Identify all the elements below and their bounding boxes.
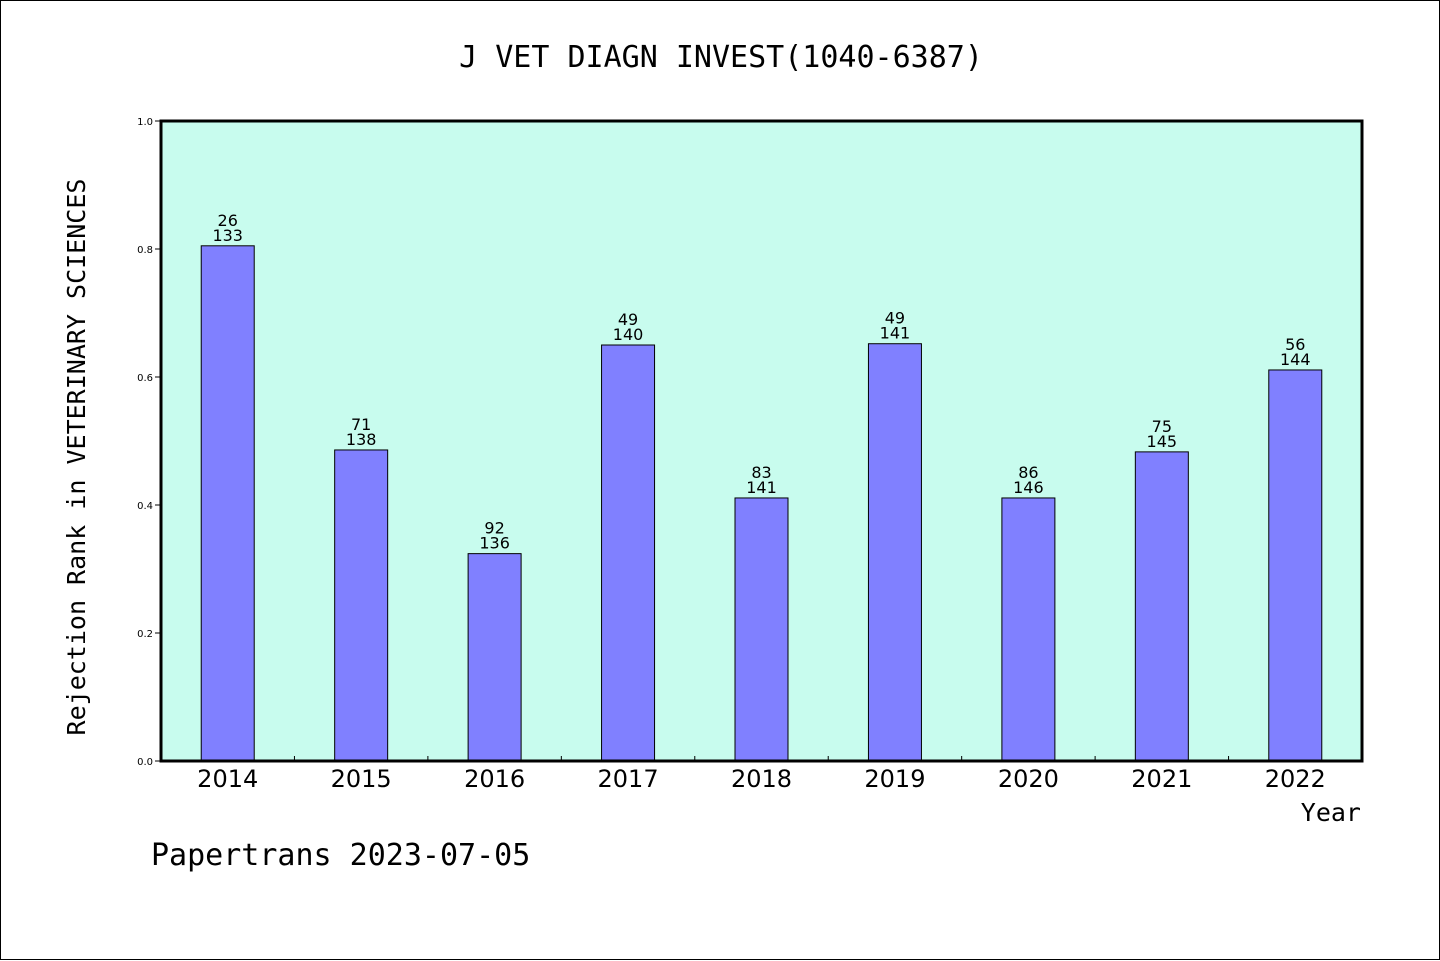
bar-2019 <box>867 343 922 762</box>
bar-2015 <box>334 449 389 762</box>
bar-label-top: 92 <box>484 519 504 538</box>
bar-labels: 2613371138921364914083141491418614675145… <box>212 211 1310 553</box>
y-axis-label: Rejection Rank in VETERINARY SCIENCES <box>62 179 91 736</box>
bar-label-bottom: 138 <box>346 430 377 449</box>
y-tick-label: 0.6 <box>137 373 153 384</box>
bar-label-bottom: 145 <box>1147 432 1178 451</box>
bar-label-top: 49 <box>885 309 905 328</box>
bar-label-top: 49 <box>618 310 638 329</box>
bar-2014 <box>200 245 255 762</box>
x-tick-label: 2018 <box>731 765 792 793</box>
footer-credit: Papertrans 2023-07-05 <box>151 838 530 873</box>
y-tick-label: 0.8 <box>137 245 153 256</box>
bar-label-top: 83 <box>751 463 771 482</box>
bars <box>200 245 1323 762</box>
bar-label-top: 71 <box>351 415 371 434</box>
x-tick-label: 2017 <box>598 765 659 793</box>
bar-label-top: 56 <box>1285 335 1305 354</box>
x-tick-label: 2021 <box>1131 765 1192 793</box>
x-axis-ticks: 2014 2015 2016 2017 2018 2019 2020 2021 2022 <box>197 756 1326 793</box>
bar-2022 <box>1268 369 1323 762</box>
bar-label-bottom: 140 <box>613 325 644 344</box>
chart-title: J VET DIAGN INVEST(1040-6387) <box>459 40 983 75</box>
bar-2017 <box>601 344 656 762</box>
x-tick-label: 2022 <box>1265 765 1326 793</box>
bar-label-bottom: 141 <box>746 478 777 497</box>
bar-label-top: 86 <box>1018 463 1038 482</box>
x-tick-label: 2015 <box>331 765 392 793</box>
x-axis-label: Year <box>1301 798 1361 827</box>
y-tick-label: 0.0 <box>137 757 153 768</box>
bar-label-bottom: 146 <box>1013 478 1044 497</box>
y-axis-ticks: 0.0 0.2 0.4 0.6 0.8 1.0 <box>137 117 161 768</box>
bar-label-top: 26 <box>218 211 238 230</box>
bar-label-bottom: 133 <box>212 226 243 245</box>
bar-label-bottom: 136 <box>479 534 510 553</box>
y-tick-label: 0.2 <box>137 629 153 640</box>
y-tick-label: 1.0 <box>137 117 153 128</box>
bar-2018 <box>734 497 789 762</box>
x-tick-label: 2016 <box>464 765 525 793</box>
bar-label-bottom: 144 <box>1280 350 1311 369</box>
y-tick-label: 0.4 <box>137 501 153 512</box>
x-tick-label: 2020 <box>998 765 1059 793</box>
bar-label-bottom: 141 <box>880 324 911 343</box>
bar-2016 <box>467 553 522 762</box>
bar-label-top: 75 <box>1152 417 1172 436</box>
bar-2021 <box>1134 451 1189 762</box>
plot-border <box>159 119 1364 763</box>
bar-2020 <box>1001 497 1056 762</box>
x-tick-label: 2019 <box>864 765 925 793</box>
x-tick-label: 2014 <box>197 765 258 793</box>
